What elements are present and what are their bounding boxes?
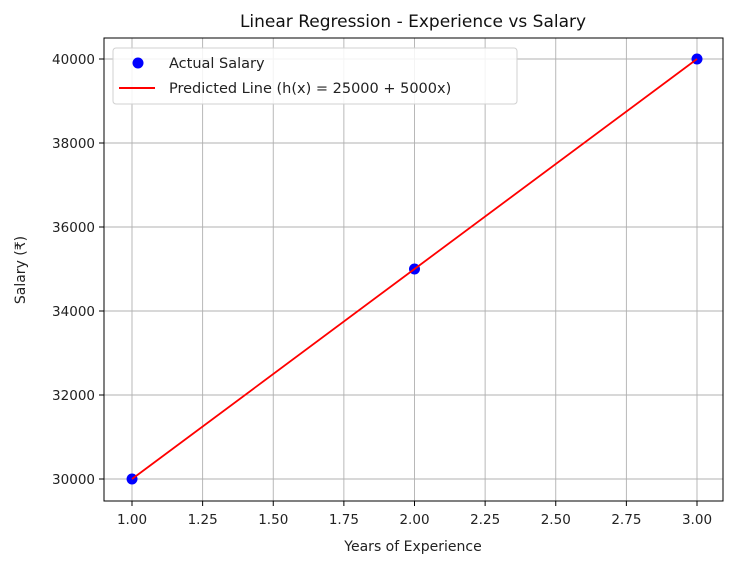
plot-area bbox=[126, 53, 703, 485]
x-tick-label: 1.25 bbox=[188, 512, 218, 528]
x-axis-ticks: 1.00 1.25 1.50 1.75 2.00 2.25 2.50 2.75 3.00 bbox=[117, 501, 712, 528]
y-axis-label: Salary (₹) bbox=[13, 236, 29, 304]
legend-marker-scatter-icon bbox=[132, 57, 144, 69]
x-axis-label: Years of Experience bbox=[343, 539, 481, 555]
y-axis-ticks: 30000 32000 34000 36000 38000 40000 bbox=[52, 52, 104, 488]
x-tick-label: 2.75 bbox=[611, 512, 641, 528]
axes-frame bbox=[103, 37, 724, 502]
x-tick-label: 2.50 bbox=[541, 512, 571, 528]
x-tick-label: 1.75 bbox=[329, 512, 359, 528]
y-tick-label: 32000 bbox=[52, 388, 95, 404]
x-tick-label: 2.25 bbox=[470, 512, 500, 528]
regression-line bbox=[131, 58, 698, 480]
chart-title: Linear Regression - Experience vs Salary bbox=[240, 12, 586, 32]
legend-label-actual: Actual Salary bbox=[169, 56, 265, 72]
legend-box bbox=[112, 47, 518, 105]
y-tick-label: 38000 bbox=[52, 136, 95, 152]
legend: Actual Salary Predicted Line (h(x) = 250… bbox=[112, 47, 518, 105]
y-tick-label: 36000 bbox=[52, 220, 95, 236]
y-tick-label: 34000 bbox=[52, 304, 95, 320]
y-tick-label: 40000 bbox=[52, 52, 95, 68]
x-tick-label: 2.00 bbox=[399, 512, 429, 528]
legend-label-predicted: Predicted Line (h(x) = 25000 + 5000x) bbox=[169, 81, 451, 97]
y-tick-label: 30000 bbox=[52, 472, 95, 488]
x-tick-label: 1.50 bbox=[258, 512, 288, 528]
x-tick-label: 3.00 bbox=[682, 512, 712, 528]
x-tick-label: 1.00 bbox=[117, 512, 147, 528]
